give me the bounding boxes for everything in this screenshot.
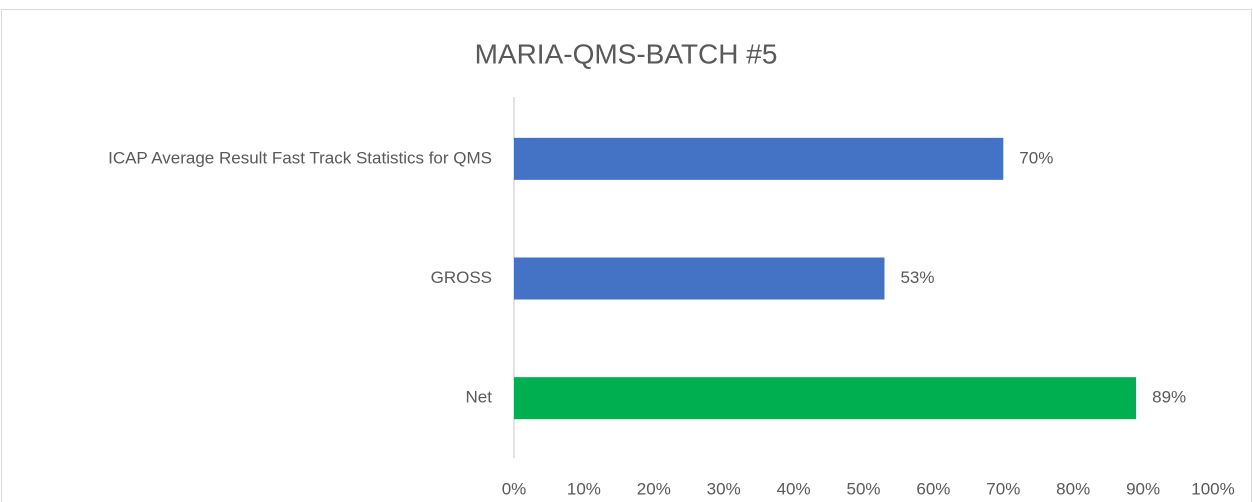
bar (514, 377, 1137, 420)
y-tick-label: Net (466, 388, 493, 407)
x-tick-label: 50% (846, 479, 880, 498)
x-tick-label: 10% (567, 479, 601, 498)
bar (514, 137, 1004, 180)
value-label: 89% (1152, 388, 1186, 407)
x-tick-label: 70% (986, 479, 1020, 498)
bar (514, 257, 885, 300)
x-tick-label: 90% (1126, 479, 1160, 498)
x-tick-label: 60% (916, 479, 950, 498)
x-tick-label: 40% (777, 479, 811, 498)
chart-title: MARIA-QMS-BATCH #5 (475, 38, 778, 69)
x-tick-label: 100% (1191, 479, 1234, 498)
x-tick-label: 20% (637, 479, 671, 498)
x-tick-label: 30% (707, 479, 741, 498)
x-tick-label: 80% (1056, 479, 1090, 498)
value-label: 53% (900, 268, 934, 287)
chart-frame (1, 9, 1252, 502)
y-tick-label: GROSS (431, 268, 492, 287)
value-label: 70% (1019, 148, 1053, 167)
y-tick-label: ICAP Average Result Fast Track Statistic… (108, 148, 492, 167)
x-tick-label: 0% (502, 479, 527, 498)
